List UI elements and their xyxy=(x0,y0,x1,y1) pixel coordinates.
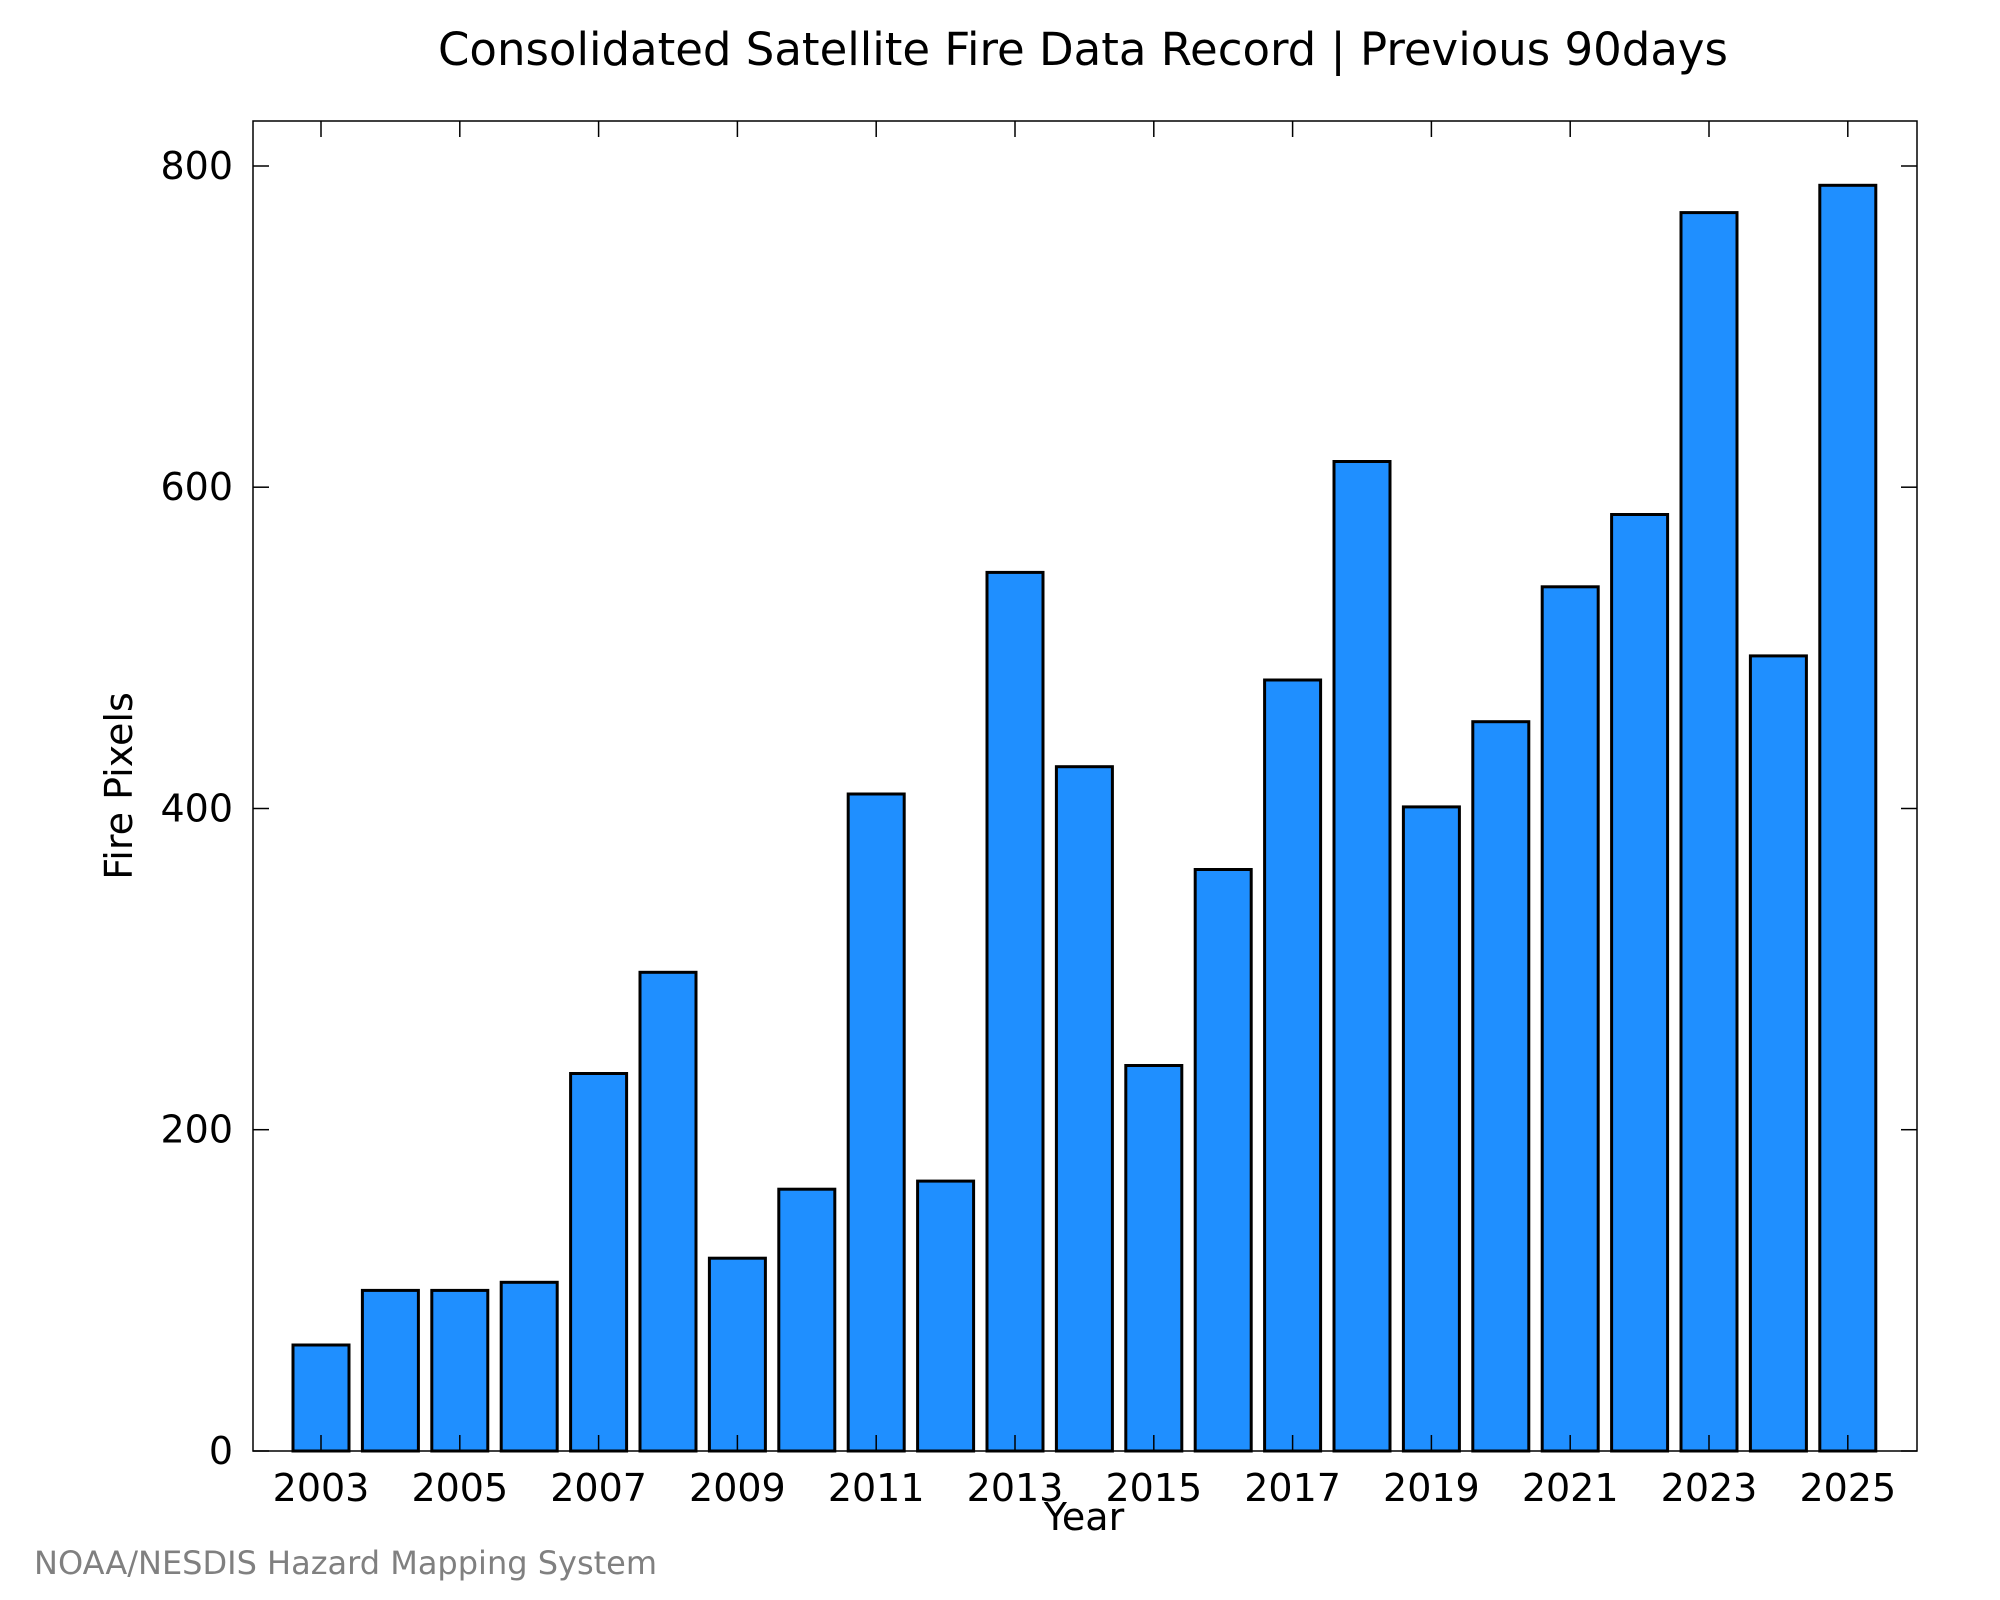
bar-2023 xyxy=(1679,211,1739,1453)
x-tick-label: 2023 xyxy=(1661,1466,1758,1510)
x-tick-label: 2003 xyxy=(273,1466,370,1510)
chart-title: Consolidated Satellite Fire Data Record … xyxy=(438,23,1728,76)
plot-area-frame xyxy=(252,120,1918,1452)
bar-2010 xyxy=(777,1187,837,1453)
bar-2019 xyxy=(1401,805,1461,1453)
bar-2025 xyxy=(1818,183,1878,1453)
bar-2006 xyxy=(499,1280,559,1453)
bar-2016 xyxy=(1193,868,1253,1453)
bar-2018 xyxy=(1332,460,1392,1453)
bar-2022 xyxy=(1610,513,1670,1453)
bar-2020 xyxy=(1471,720,1531,1453)
x-tick-label: 2007 xyxy=(550,1466,647,1510)
bar-2013 xyxy=(985,570,1045,1453)
bar-2017 xyxy=(1263,678,1323,1453)
x-axis-label: Year xyxy=(1043,1495,1125,1539)
bar-2008 xyxy=(638,970,698,1453)
x-tick-label: 2011 xyxy=(828,1466,925,1510)
x-tick-label: 2015 xyxy=(1105,1466,1202,1510)
ticks-layer: 0 200 400 600 800 2003 2005 2007 2009 2011 2013 201… xyxy=(160,121,1917,1510)
y-tick-label: 400 xyxy=(160,787,233,831)
bar-2005 xyxy=(430,1288,490,1453)
y-axis-label: Fire Pixels xyxy=(97,692,141,880)
bar-2009 xyxy=(707,1256,767,1453)
y-tick-label: 800 xyxy=(160,144,233,188)
data-source-credit: NOAA/NESDIS Hazard Mapping System xyxy=(34,1544,657,1582)
x-tick-label: 2005 xyxy=(411,1466,508,1510)
bar-2004 xyxy=(360,1288,420,1453)
bar-2007 xyxy=(569,1072,629,1453)
x-tick-label: 2025 xyxy=(1799,1466,1896,1510)
x-tick-label: 2013 xyxy=(967,1466,1064,1510)
bar-2021 xyxy=(1540,585,1600,1453)
bar-2024 xyxy=(1748,654,1808,1453)
x-tick-label: 2019 xyxy=(1383,1466,1480,1510)
y-tick-label: 200 xyxy=(160,1108,233,1152)
bars-layer xyxy=(291,183,1878,1453)
x-tick-label: 2021 xyxy=(1522,1466,1619,1510)
y-tick-label: 600 xyxy=(160,465,233,509)
y-tick-label: 0 xyxy=(209,1429,233,1473)
x-tick-label: 2009 xyxy=(689,1466,786,1510)
bar-2012 xyxy=(916,1179,976,1453)
x-tick-label: 2017 xyxy=(1244,1466,1341,1510)
bar-2014 xyxy=(1054,765,1114,1453)
bar-2015 xyxy=(1124,1064,1184,1453)
bar-2011 xyxy=(846,792,906,1453)
